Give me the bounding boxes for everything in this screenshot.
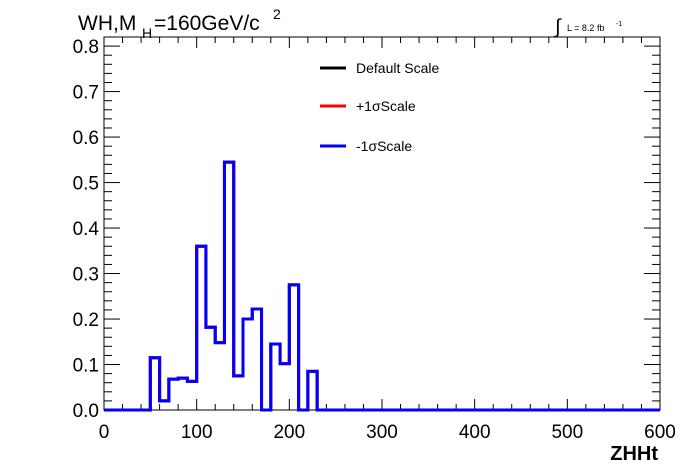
legend-entry-plus: +1σScale <box>320 98 416 114</box>
title-main: WH,M <box>78 12 136 35</box>
x-tick-label: 500 <box>551 422 583 443</box>
x-tick-label: 100 <box>181 422 213 443</box>
title-superscript: 2 <box>273 6 281 22</box>
luminosity-label: ∫ L = 8.2 fb -1 <box>554 16 622 38</box>
y-tick-label: 0.6 <box>73 128 99 149</box>
x-tick-label: 400 <box>459 422 491 443</box>
series-line-1 <box>104 160 660 412</box>
lumi-exponent: -1 <box>616 21 622 28</box>
y-tick-label: 0.7 <box>73 83 99 104</box>
y-tick-label: 0.2 <box>73 310 99 331</box>
series-group <box>104 160 660 412</box>
legend-label-plus: +1σScale <box>356 98 416 114</box>
legend-label-default: Default Scale <box>356 60 439 76</box>
x-axis-label: ZHHt <box>610 443 658 465</box>
x-tick-label: 300 <box>366 422 398 443</box>
legend-label-minus: -1σScale <box>356 138 412 154</box>
y-tick-label: 0.4 <box>73 219 100 240</box>
legend-entry-default: Default Scale <box>320 60 439 76</box>
y-tick-label: 0.1 <box>73 356 99 377</box>
y-tick-label: 0.3 <box>73 265 99 286</box>
chart-title: WH,M H =160GeV/c 2 <box>78 6 281 41</box>
title-rest: =160GeV/c <box>154 12 260 35</box>
y-tick-label: 0.0 <box>73 401 99 422</box>
series-line-0 <box>104 160 660 412</box>
x-tick-label: 600 <box>644 422 676 443</box>
legend-entry-minus: -1σScale <box>320 138 412 154</box>
series-line-2 <box>104 160 660 412</box>
plot-frame <box>103 36 661 411</box>
y-tick-label: 0.8 <box>73 37 99 58</box>
legend: Default Scale +1σScale -1σScale <box>320 60 439 154</box>
axes: 0 100 200 300 400 500 600 0.0 0.1 0.2 0.3 0.4 0.5 0.6… <box>73 36 676 443</box>
x-tick-label: 200 <box>273 422 305 443</box>
title-subscript: H <box>142 25 152 41</box>
lumi-text: L = 8.2 fb <box>567 23 604 33</box>
y-tick-label: 0.5 <box>73 174 99 195</box>
x-tick-label: 0 <box>99 422 110 443</box>
integral-sign: ∫ <box>554 16 562 38</box>
